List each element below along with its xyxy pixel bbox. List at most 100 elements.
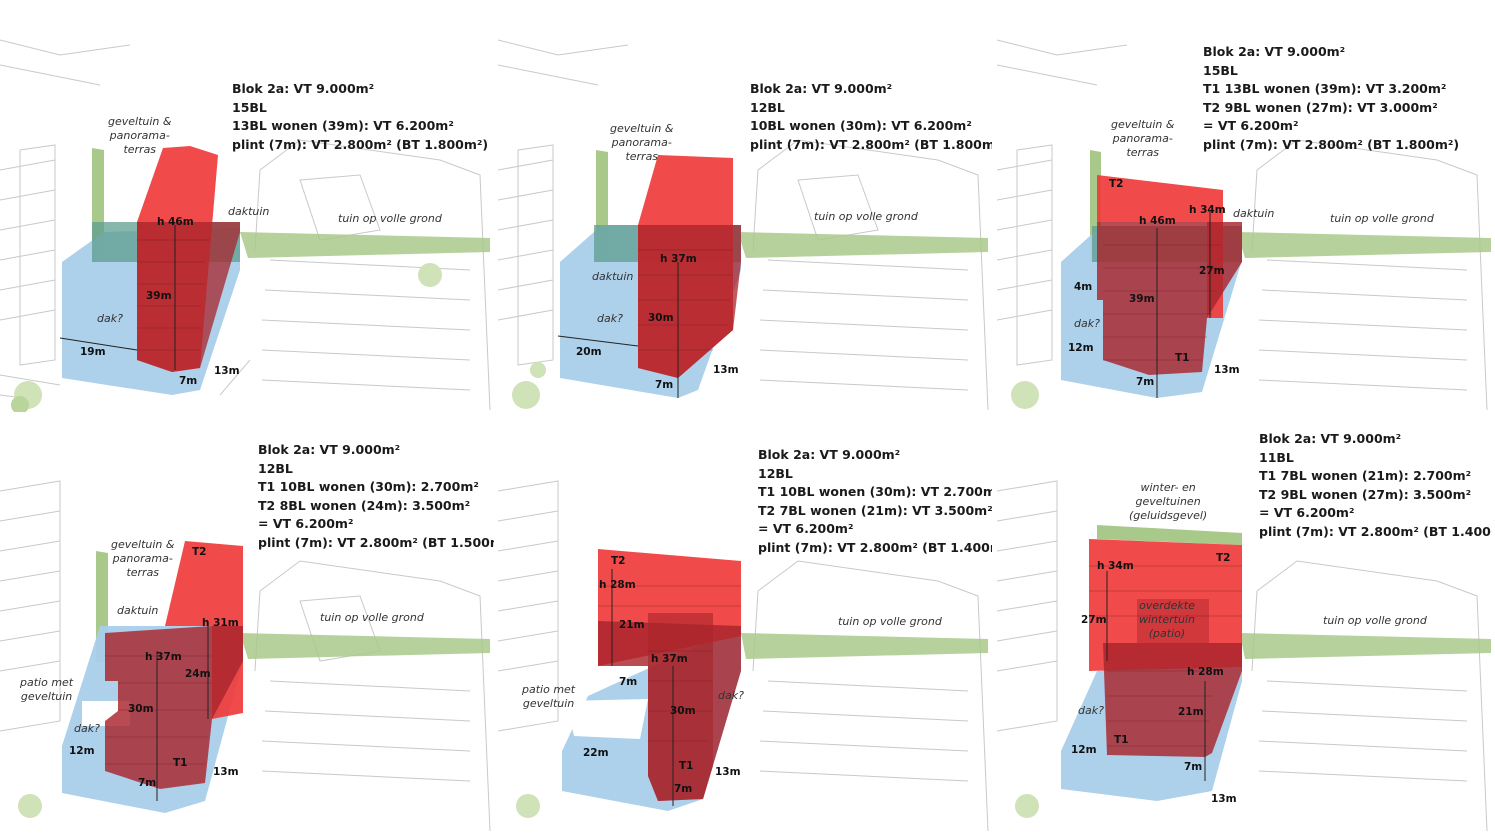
info-line: plint (7m): VT 2.800m² (BT 1.800m²) [750,136,992,152]
info-line: 11BL [1259,449,1294,465]
t1-label: T1 [1175,352,1190,364]
info-line: plint (7m): VT 2.800m² (BT 1.800m²) [1203,136,1460,152]
info-line: Blok 2a: VT 9.000m² [232,81,375,96]
info-line: T1 10BL wonen (30m): VT 2.700m² [758,484,992,499]
t2-label: T2 [192,546,207,558]
info-line: 15BL [232,99,267,115]
facade-label: geveltuin & panorama- terras [610,122,674,163]
tower2-height-label: 24m [185,668,211,680]
depth-label: 7m [1136,376,1155,388]
t2-label: T2 [611,555,626,567]
tower-t1-dark [648,613,713,801]
side-label: 13m [1211,793,1237,805]
roof-label: daktuin [1233,207,1275,220]
panel-option-3: Blok 2a: VT 9.000m² 15BL T1 13BL wonen (… [997,0,1491,412]
height-t2-label: h 28m [599,579,636,591]
dak-label: dak? [1074,317,1100,330]
info-block: Blok 2a: VT 9.000m² 12BL T1 10BL wonen (… [258,441,494,552]
green-strip [240,232,490,258]
green-roof [1097,525,1242,545]
tower-height-label: 30m [128,703,154,715]
info-line: T2 9BL wonen (27m): VT 3.000m² [1203,99,1438,115]
info-line: Blok 2a: VT 9.000m² [750,81,893,96]
width-label: 19m [80,346,106,358]
side-label: 13m [715,766,741,778]
height-t1-label: h 46m [1139,215,1176,227]
info-line: plint (7m): VT 2.800m² (BT 1.800m²) [232,136,489,152]
garden-label: tuin op volle grond [1330,212,1434,225]
t1-label: T1 [679,760,694,772]
panel-option-6: Blok 2a: VT 9.000m² 11BL T1 7BL wonen (2… [997,421,1491,833]
roof-label: daktuin [592,270,634,283]
tower-height-label: 30m [648,312,674,324]
tower2-height-label: 21m [1178,706,1204,718]
tower2-height-label: 27m [1199,265,1225,277]
gap-label: 7m [619,676,638,688]
t1-label: T1 [173,757,188,769]
side-label: 13m [713,364,739,376]
side-label: 13m [213,766,239,778]
depth-label: 7m [138,777,157,789]
depth-label: 7m [655,379,674,391]
info-line: Blok 2a: VT 9.000m² [758,447,901,462]
garden-label: tuin op volle grond [1323,614,1427,627]
garden-label: tuin op volle grond [338,212,442,225]
tower-t2 [1097,175,1223,318]
info-line: = VT 6.200m² [1259,505,1355,520]
height-t1-label: h 37m [651,653,688,665]
facade-label: geveltuin & panorama- terras [108,115,172,156]
width-label: 22m [583,747,609,759]
depth-label: 7m [179,375,198,387]
tower2-height-label: 21m [619,619,645,631]
patio [566,699,648,739]
dak-label: dak? [597,312,623,325]
info-line: Blok 2a: VT 9.000m² [1259,431,1402,446]
height-label: h 37m [660,253,697,265]
info-line: 12BL [750,99,785,115]
info-block: Blok 2a: VT 9.000m² 12BL T1 10BL wonen (… [758,446,992,557]
garden-label: tuin op volle grond [320,611,424,624]
facade-label: geveltuin & panorama- terras [1111,118,1175,159]
height-t2-label: h 31m [202,617,239,629]
info-line: T2 7BL wonen (21m): VT 3.500m² [758,502,992,518]
green-strip [1240,633,1491,659]
height-t2-label: h 34m [1189,204,1226,216]
massing-drawing [0,480,491,832]
info-line: plint (7m): VT 2.800m² (BT 1.400m²) [758,539,992,555]
info-line: 10BL wonen (30m): VT 6.200m² [750,118,972,133]
dak-label: dak? [74,722,100,735]
tower-height-label: 30m [670,705,696,717]
info-block: Blok 2a: VT 9.000m² 12BL 10BL wonen (30m… [750,80,992,154]
width-label: 20m [576,346,602,358]
info-line: T1 7BL wonen (21m): 2.700m² [1259,468,1472,483]
dak-label: dak? [1078,704,1104,717]
massing-drawing [997,39,1491,411]
info-line: 12BL [258,460,293,476]
green-strip [240,633,490,659]
facade-label: geveltuin & panorama- terras [111,538,175,579]
width-label: 12m [1071,744,1097,756]
height-t1-label: h 34m [1097,560,1134,572]
massing-drawing [498,480,989,832]
tower-height-label: 39m [146,290,172,302]
gap-label: 4m [1074,281,1093,293]
t2-label: T2 [1109,178,1124,190]
height-t1-label: h 37m [145,651,182,663]
info-line: T2 8BL wonen (24m): 3.500m² [258,497,471,513]
info-line: 15BL [1203,62,1238,78]
covered-garden-label: overdekte wintertuin (patio) [1139,599,1195,640]
dak-label: dak? [718,689,744,702]
t2-label: T2 [1216,552,1231,564]
info-line: 13BL wonen (39m): VT 6.200m² [232,118,454,133]
width-label: 12m [69,745,95,757]
info-line: = VT 6.200m² [1203,118,1299,133]
massing-drawing [997,480,1491,832]
info-line: T1 13BL wonen (39m): VT 3.200m² [1203,81,1447,96]
green-strip [1237,232,1491,258]
info-line: plint (7m): VT 2.800m² (BT 1.500m²) [258,534,494,550]
winter-garden-label: winter- en geveltuinen (geluidsgevel) [1129,481,1208,522]
info-line: plint (7m): VT 2.800m² (BT 1.400m²) [1259,523,1491,539]
tower-height-label: 39m [1129,293,1155,305]
t1-label: T1 [1114,734,1129,746]
garden-label: tuin op volle grond [838,615,942,628]
